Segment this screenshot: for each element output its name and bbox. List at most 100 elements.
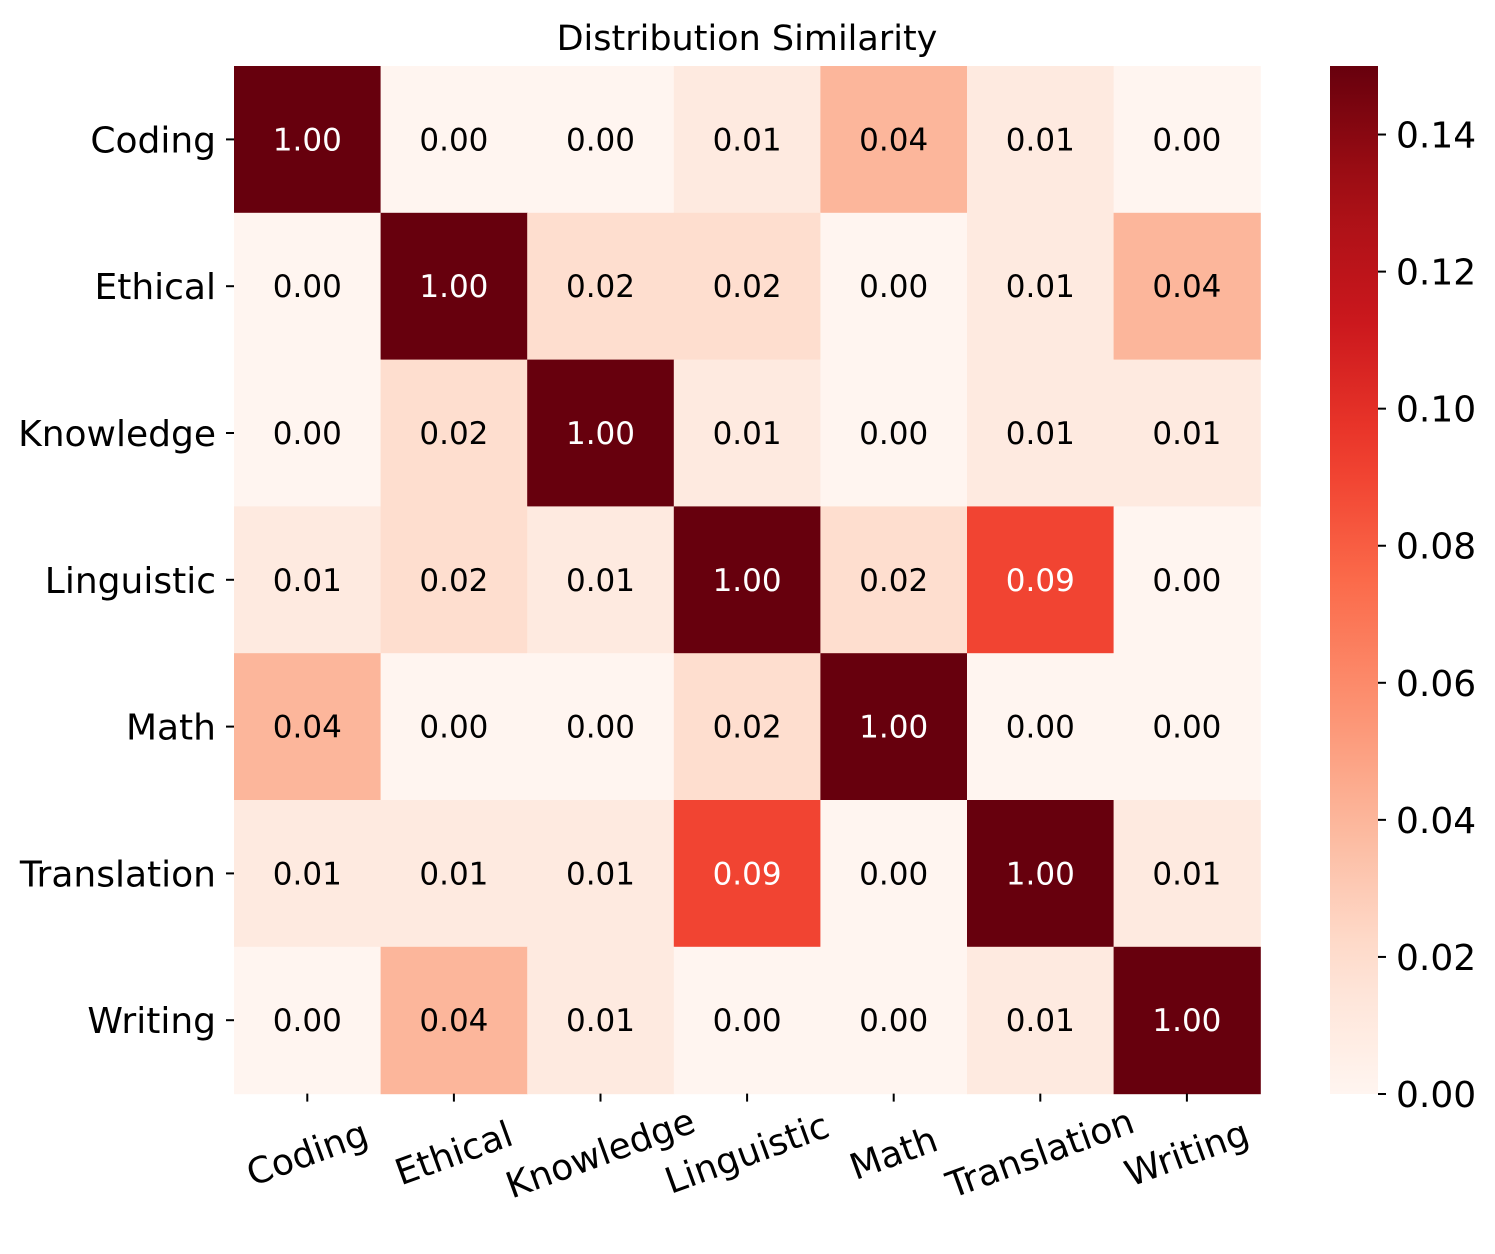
heatmap-cell (820, 653, 968, 801)
heatmap-cell (234, 800, 382, 948)
row-label: Coding (90, 120, 216, 161)
heatmap-cell (527, 946, 675, 1095)
cell-value-label: 0.01 (1006, 269, 1075, 305)
colorbar-tick-label: 0.14 (1396, 116, 1476, 157)
cell-value-label: 0.01 (1152, 416, 1221, 452)
cell-value-label: 0.01 (1006, 416, 1075, 452)
cell-value-label: 0.02 (419, 563, 488, 599)
row-label: Linguistic (45, 561, 216, 602)
cell-value-label: 0.02 (713, 710, 782, 746)
heatmap-cell (820, 946, 968, 1095)
row-label: Knowledge (18, 414, 216, 455)
heatmap-cell (1113, 66, 1261, 214)
heatmap-cell (820, 66, 968, 214)
heatmap-cell (673, 800, 821, 948)
cell-value-label: 0.01 (273, 563, 342, 599)
cell-value-label: 0.01 (1152, 856, 1221, 892)
cell-value-label: 0.00 (713, 1003, 782, 1039)
cell-value-label: 0.01 (1006, 1003, 1075, 1039)
cell-value-label: 1.00 (566, 416, 635, 452)
heatmap-cell (673, 653, 821, 801)
cell-value-label: 1.00 (713, 563, 782, 599)
heatmap-cell (234, 66, 382, 214)
cell-value-label: 0.09 (713, 856, 782, 892)
colorbar-gradient (1330, 66, 1378, 1094)
heatmap-cell (380, 946, 528, 1095)
heatmap-cell (1113, 946, 1261, 1095)
heatmap-cell (967, 506, 1115, 654)
colorbar-tick-label: 0.04 (1396, 801, 1476, 842)
colorbar-tick-label: 0.08 (1396, 527, 1476, 568)
column-label: Ethical (390, 1114, 518, 1194)
cell-value-label: 0.04 (419, 1003, 488, 1039)
heatmap-cell (1113, 212, 1261, 361)
cell-value-label: 0.00 (1152, 563, 1221, 599)
heatmap-cell (234, 359, 382, 507)
cell-value-label: 0.01 (273, 856, 342, 892)
cell-value-label: 0.00 (859, 269, 928, 305)
heatmap-cell (820, 506, 968, 654)
heatmap-cell (527, 212, 675, 361)
cell-value-label: 0.04 (1152, 269, 1221, 305)
column-label: Translation (940, 1101, 1139, 1207)
cell-value-label: 0.00 (1006, 710, 1075, 746)
heatmap-cell (673, 66, 821, 214)
cell-value-label: 1.00 (859, 710, 928, 746)
colorbar-tick-label: 0.06 (1396, 664, 1476, 705)
cell-value-label: 0.02 (859, 563, 928, 599)
cell-value-label: 0.00 (273, 269, 342, 305)
cell-value-label: 0.01 (713, 122, 782, 158)
heatmap-cell (380, 800, 528, 948)
row-axis: Coding Ethical Knowledge Linguistic Math Tran… (18, 120, 234, 1042)
heatmap-cell (967, 653, 1115, 801)
column-label: Math (845, 1119, 944, 1188)
heatmap-cell (820, 359, 968, 507)
cell-value-label: 0.00 (566, 122, 635, 158)
row-label: Ethical (94, 267, 216, 308)
cell-value-label: 1.00 (1006, 856, 1075, 892)
colorbar-tick-label: 0.12 (1396, 253, 1476, 294)
colorbar-tick-label: 0.10 (1396, 390, 1476, 431)
cell-value-label: 0.00 (1152, 710, 1221, 746)
cell-value-label: 1.00 (273, 122, 342, 158)
heatmap-cell (527, 66, 675, 214)
heatmap-cell (527, 800, 675, 948)
heatmap-cell (234, 212, 382, 361)
heatmap-cell (234, 946, 382, 1095)
heatmap-cell (673, 212, 821, 361)
cell-value-label: 0.01 (1006, 122, 1075, 158)
heatmap-cell (673, 506, 821, 654)
cell-value-label: 0.00 (273, 416, 342, 452)
column-label: Writing (1120, 1113, 1255, 1196)
heatmap-cell (380, 212, 528, 361)
cell-value-label: 1.00 (1152, 1003, 1221, 1039)
row-label: Translation (19, 854, 216, 895)
heatmap-cell (1113, 359, 1261, 507)
cell-value-label: 0.01 (566, 563, 635, 599)
cell-value-label: 0.01 (419, 856, 488, 892)
heatmap-cell (1113, 506, 1261, 654)
colorbar-tick-label: 0.02 (1396, 938, 1476, 979)
heatmap-cell (380, 359, 528, 507)
cell-value-label: 1.00 (419, 269, 488, 305)
cell-value-label: 0.01 (713, 416, 782, 452)
heatmap-cell (967, 800, 1115, 948)
cell-value-label: 0.02 (566, 269, 635, 305)
heatmap-cell (380, 506, 528, 654)
cell-value-label: 0.04 (859, 122, 928, 158)
heatmap-cell (234, 506, 382, 654)
cell-value-label: 0.01 (566, 1003, 635, 1039)
heatmap-cell (1113, 653, 1261, 801)
heatmap-cell (380, 66, 528, 214)
cell-value-label: 0.00 (273, 1003, 342, 1039)
heatmap-cell (234, 653, 382, 801)
heatmap-cell (527, 653, 675, 801)
heatmap-cell (967, 212, 1115, 361)
cell-value-label: 0.00 (419, 122, 488, 158)
cell-value-label: 0.00 (419, 710, 488, 746)
cell-value-label: 0.04 (273, 710, 342, 746)
column-label: Coding (241, 1113, 373, 1195)
colorbar-tick-label: 0.00 (1396, 1075, 1476, 1116)
